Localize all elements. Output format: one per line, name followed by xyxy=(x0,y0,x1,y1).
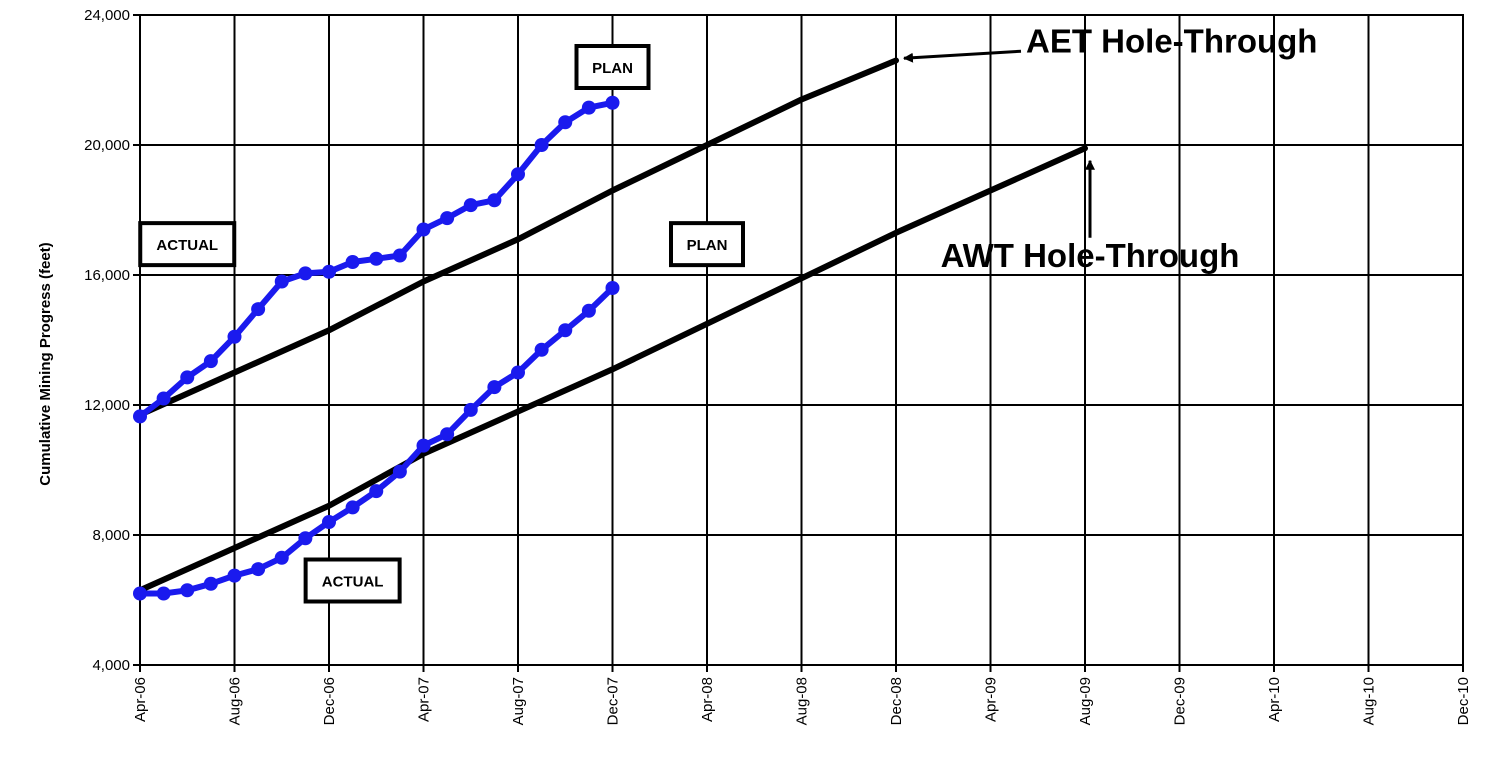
x-tick-label: Dec-08 xyxy=(888,677,905,725)
x-tick-label: Dec-09 xyxy=(1172,677,1189,725)
x-tick-label: Dec-06 xyxy=(321,677,338,725)
data-point xyxy=(416,222,431,237)
data-point xyxy=(392,464,407,479)
data-point xyxy=(534,342,549,357)
annotation-label: AWT Hole-Through xyxy=(941,237,1240,274)
data-point xyxy=(369,484,384,499)
data-point xyxy=(156,391,171,406)
data-point xyxy=(463,198,478,213)
data-point xyxy=(180,370,195,385)
x-tick-label: Apr-09 xyxy=(983,677,1000,722)
y-tick-labels: 4,000 8,000 12,000 16,000 20,000 24,000 xyxy=(84,7,130,674)
data-point xyxy=(156,586,171,601)
data-point xyxy=(511,365,525,380)
plan-series-line xyxy=(137,145,1088,594)
annotation-label: PLAN xyxy=(687,237,728,254)
x-tick-label: Apr-08 xyxy=(699,677,716,722)
data-point xyxy=(487,380,502,395)
annotation-label: ACTUAL xyxy=(156,237,218,254)
data-point xyxy=(416,438,431,453)
y-axis-label: Cumulative Mining Progress (feet) xyxy=(37,242,54,485)
annotation-box xyxy=(138,221,237,268)
grid xyxy=(133,14,1464,672)
data-point xyxy=(180,583,195,598)
annotations-layer: ACTUAL ACTUAL PLAN PLAN AET Hole-Through AWT … xyxy=(138,22,1317,604)
data-point xyxy=(605,281,620,295)
data-point xyxy=(534,138,549,152)
plan-series-line xyxy=(137,57,899,418)
data-point xyxy=(440,427,455,442)
data-point xyxy=(392,248,407,263)
x-tick-label: Apr-06 xyxy=(132,677,149,722)
x-tick-label: Aug-08 xyxy=(794,677,811,725)
data-point xyxy=(322,515,336,529)
data-point xyxy=(511,167,525,182)
x-tick-label: Aug-06 xyxy=(227,677,244,725)
data-point xyxy=(298,531,313,546)
data-point xyxy=(251,302,266,317)
data-point xyxy=(251,562,266,577)
data-point xyxy=(558,323,573,338)
annotation-box xyxy=(574,44,651,90)
data-point xyxy=(133,586,147,601)
data-point xyxy=(369,251,384,266)
data-point xyxy=(581,100,596,115)
data-point xyxy=(298,266,313,281)
annotation-box xyxy=(303,557,402,604)
y-tick-label: 8,000 xyxy=(92,527,130,544)
x-tick-label: Aug-07 xyxy=(510,677,527,725)
data-point xyxy=(227,568,242,583)
plot-frame xyxy=(139,14,1464,666)
y-tick-label: 20,000 xyxy=(84,137,130,154)
y-tick-label: 4,000 xyxy=(92,657,130,674)
data-point xyxy=(203,576,218,591)
data-point xyxy=(605,95,620,110)
data-point xyxy=(463,402,478,417)
annotation-box xyxy=(669,221,745,268)
data-point xyxy=(345,255,360,269)
data-point xyxy=(227,329,242,344)
data-point xyxy=(487,193,502,208)
x-tick-label: Dec-10 xyxy=(1455,677,1472,725)
x-tick-label: Dec-07 xyxy=(605,677,622,725)
data-point xyxy=(274,274,289,289)
annotation-label: PLAN xyxy=(592,60,633,77)
data-point xyxy=(203,354,218,369)
x-tick-labels: Apr-06 Aug-06 Dec-06 Apr-07 Aug-07 Dec-07 Apr-… xyxy=(132,677,1472,725)
y-tick-label: 12,000 xyxy=(84,397,130,414)
y-tick-label: 16,000 xyxy=(84,267,130,284)
data-point xyxy=(581,303,596,318)
annotation-arrow xyxy=(903,49,1022,63)
data-point xyxy=(345,500,360,515)
data-point xyxy=(133,409,147,424)
data-point xyxy=(440,211,455,226)
x-tick-label: Apr-10 xyxy=(1266,677,1283,722)
data-point xyxy=(558,115,573,130)
annotation-label: ACTUAL xyxy=(322,574,384,591)
y-tick-label: 24,000 xyxy=(84,7,130,24)
x-tick-label: Aug-09 xyxy=(1077,677,1094,725)
actual-series-line xyxy=(137,285,616,597)
x-tick-label: Apr-07 xyxy=(416,677,433,722)
annotation-label: AET Hole-Through xyxy=(1026,22,1317,59)
data-point xyxy=(322,264,336,279)
x-tick-label: Aug-10 xyxy=(1361,677,1378,725)
data-point xyxy=(274,550,289,565)
series-layer xyxy=(133,57,1088,601)
